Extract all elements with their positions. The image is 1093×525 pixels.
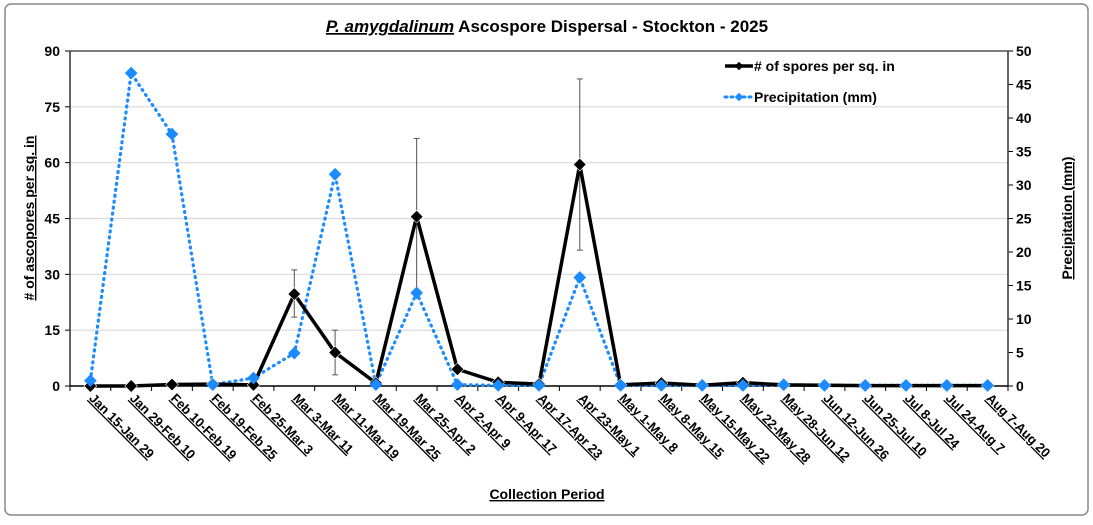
spores-point bbox=[572, 157, 587, 172]
spores-point bbox=[246, 378, 261, 392]
y2-tick-label: 30 bbox=[1016, 177, 1032, 193]
precipitation-point bbox=[491, 378, 505, 392]
precipitation-point bbox=[165, 127, 179, 141]
y-tick-label: 15 bbox=[44, 322, 60, 338]
precipitation-point bbox=[287, 346, 301, 360]
y-tick-label: 60 bbox=[44, 155, 60, 171]
series bbox=[83, 66, 995, 393]
legend-label-spores: # of spores per sq. in bbox=[754, 58, 895, 74]
y-tick-label: 0 bbox=[52, 378, 60, 394]
y-tick-label: 30 bbox=[44, 266, 60, 282]
precipitation-point bbox=[451, 378, 464, 392]
spores-point bbox=[328, 345, 342, 360]
y-tick-label: 90 bbox=[44, 43, 60, 59]
y2-tick-label: 0 bbox=[1016, 378, 1024, 394]
spores-point bbox=[287, 287, 302, 301]
y2-tick-label: 45 bbox=[1016, 77, 1032, 93]
title-rest: Ascospore Dispersal - Stockton - 2025 bbox=[454, 17, 768, 36]
spores-point bbox=[409, 209, 424, 224]
precipitation-point bbox=[84, 374, 97, 388]
legend-label-precip: Precipitation (mm) bbox=[754, 89, 877, 105]
y2-tick-label: 15 bbox=[1016, 278, 1032, 294]
precipitation-point bbox=[124, 66, 138, 80]
spores-point bbox=[124, 379, 138, 393]
y-tick-label: 45 bbox=[44, 211, 60, 227]
y-tick-label: 75 bbox=[44, 99, 60, 115]
precipitation-point bbox=[369, 378, 383, 392]
spores-point bbox=[450, 362, 465, 377]
y2-tick-label: 25 bbox=[1016, 211, 1032, 227]
y2-tick-label: 20 bbox=[1016, 244, 1032, 260]
y2-tick-label: 40 bbox=[1016, 110, 1032, 126]
y2-tick-label: 50 bbox=[1016, 43, 1032, 59]
x-axis-title: Collection Period bbox=[489, 486, 604, 502]
title-italic: P. amygdalinum bbox=[326, 17, 454, 36]
y2-axis-title: Precipitation (mm) bbox=[1059, 157, 1075, 280]
precipitation-point bbox=[206, 378, 220, 392]
chart-title: P. amygdalinum Ascospore Dispersal - Sto… bbox=[326, 17, 768, 36]
precipitation-point bbox=[410, 286, 424, 300]
y-axis-title: # of ascopores per sq. in bbox=[21, 136, 37, 301]
precipitation-point bbox=[328, 167, 342, 181]
y2-tick-label: 35 bbox=[1016, 144, 1032, 160]
chart-border bbox=[4, 3, 1089, 516]
y2-tick-label: 5 bbox=[1016, 345, 1024, 361]
y2-tick-label: 10 bbox=[1016, 311, 1032, 327]
spores-point bbox=[165, 377, 179, 392]
